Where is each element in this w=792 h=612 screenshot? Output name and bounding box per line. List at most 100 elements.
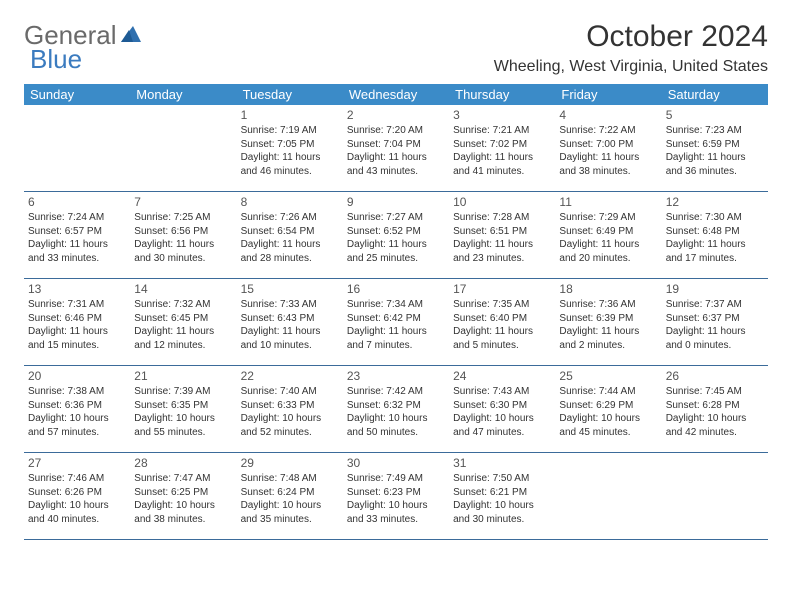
sunrise-line: Sunrise: 7:44 AM	[559, 385, 657, 399]
day-number: 2	[347, 107, 445, 123]
day-cell: 18Sunrise: 7:36 AMSunset: 6:39 PMDayligh…	[555, 279, 661, 365]
day-cell: 28Sunrise: 7:47 AMSunset: 6:25 PMDayligh…	[130, 453, 236, 539]
dow-cell: Sunday	[24, 84, 130, 105]
empty-cell	[662, 453, 768, 539]
day-number: 21	[134, 368, 232, 384]
day-cell: 5Sunrise: 7:23 AMSunset: 6:59 PMDaylight…	[662, 105, 768, 191]
sunset-line: Sunset: 6:33 PM	[241, 399, 339, 413]
sunset-line: Sunset: 6:35 PM	[134, 399, 232, 413]
sunrise-line: Sunrise: 7:20 AM	[347, 124, 445, 138]
day-cell: 13Sunrise: 7:31 AMSunset: 6:46 PMDayligh…	[24, 279, 130, 365]
day-cell: 16Sunrise: 7:34 AMSunset: 6:42 PMDayligh…	[343, 279, 449, 365]
sunset-line: Sunset: 6:37 PM	[666, 312, 764, 326]
day-number: 31	[453, 455, 551, 471]
sunset-line: Sunset: 6:42 PM	[347, 312, 445, 326]
sunrise-line: Sunrise: 7:46 AM	[28, 472, 126, 486]
empty-cell	[555, 453, 661, 539]
day-cell: 25Sunrise: 7:44 AMSunset: 6:29 PMDayligh…	[555, 366, 661, 452]
day-cell: 17Sunrise: 7:35 AMSunset: 6:40 PMDayligh…	[449, 279, 555, 365]
day-number: 3	[453, 107, 551, 123]
day-cell: 4Sunrise: 7:22 AMSunset: 7:00 PMDaylight…	[555, 105, 661, 191]
day-cell: 19Sunrise: 7:37 AMSunset: 6:37 PMDayligh…	[662, 279, 768, 365]
day-number: 28	[134, 455, 232, 471]
sunset-line: Sunset: 6:52 PM	[347, 225, 445, 239]
sunrise-line: Sunrise: 7:32 AM	[134, 298, 232, 312]
daylight-line: Daylight: 11 hours and 46 minutes.	[241, 151, 339, 178]
daylight-line: Daylight: 11 hours and 0 minutes.	[666, 325, 764, 352]
sunrise-line: Sunrise: 7:19 AM	[241, 124, 339, 138]
day-cell: 10Sunrise: 7:28 AMSunset: 6:51 PMDayligh…	[449, 192, 555, 278]
week-row: 1Sunrise: 7:19 AMSunset: 7:05 PMDaylight…	[24, 105, 768, 192]
sunset-line: Sunset: 6:36 PM	[28, 399, 126, 413]
daylight-line: Daylight: 10 hours and 30 minutes.	[453, 499, 551, 526]
sunset-line: Sunset: 6:59 PM	[666, 138, 764, 152]
sunrise-line: Sunrise: 7:35 AM	[453, 298, 551, 312]
daylight-line: Daylight: 10 hours and 40 minutes.	[28, 499, 126, 526]
dow-cell: Wednesday	[343, 84, 449, 105]
day-number: 19	[666, 281, 764, 297]
week-row: 6Sunrise: 7:24 AMSunset: 6:57 PM Daylight…	[24, 192, 768, 279]
daylight-line: Daylight: 11 hours and 38 minutes.	[559, 151, 657, 178]
empty-cell	[130, 105, 236, 191]
sunset-line: Sunset: 6:57 PM	[28, 225, 126, 239]
day-cell: 29Sunrise: 7:48 AMSunset: 6:24 PMDayligh…	[237, 453, 343, 539]
sunrise-line: Sunrise: 7:42 AM	[347, 385, 445, 399]
day-cell: 22Sunrise: 7:40 AMSunset: 6:33 PMDayligh…	[237, 366, 343, 452]
day-cell: 11Sunrise: 7:29 AMSunset: 6:49 PMDayligh…	[555, 192, 661, 278]
daylight-line: Daylight: 10 hours and 57 minutes.	[28, 412, 126, 439]
daylight-line: Daylight: 11 hours and 43 minutes.	[347, 151, 445, 178]
sunrise-line: Sunrise: 7:39 AM	[134, 385, 232, 399]
day-number: 25	[559, 368, 657, 384]
sunset-line: Sunset: 6:30 PM	[453, 399, 551, 413]
day-number: 9	[347, 194, 445, 210]
week-row: 27Sunrise: 7:46 AMSunset: 6:26 PMDayligh…	[24, 453, 768, 540]
day-number: 29	[241, 455, 339, 471]
daylight-line: Daylight: 11 hours and 17 minutes.	[666, 238, 764, 265]
daylight-line: Daylight: 10 hours and 55 minutes.	[134, 412, 232, 439]
daylight-line: Daylight: 11 hours and 28 minutes.	[241, 238, 339, 265]
dow-cell: Saturday	[662, 84, 768, 105]
daylight-line: Daylight: 11 hours and 23 minutes.	[453, 238, 551, 265]
sunset-line: Sunset: 6:26 PM	[28, 486, 126, 500]
day-cell: 15Sunrise: 7:33 AMSunset: 6:43 PMDayligh…	[237, 279, 343, 365]
daylight-line: Daylight: 11 hours and 10 minutes.	[241, 325, 339, 352]
sunrise-line: Sunrise: 7:24 AM	[28, 211, 126, 225]
day-cell: 3Sunrise: 7:21 AMSunset: 7:02 PMDaylight…	[449, 105, 555, 191]
sunset-line: Sunset: 6:24 PM	[241, 486, 339, 500]
sunrise-line: Sunrise: 7:49 AM	[347, 472, 445, 486]
day-number: 16	[347, 281, 445, 297]
day-number: 24	[453, 368, 551, 384]
day-number: 6	[28, 194, 126, 210]
day-number: 1	[241, 107, 339, 123]
day-number: 18	[559, 281, 657, 297]
daylight-line: Daylight: 11 hours and 2 minutes.	[559, 325, 657, 352]
week-row: 20Sunrise: 7:38 AMSunset: 6:36 PMDayligh…	[24, 366, 768, 453]
daylight-line: Daylight: 11 hours and 41 minutes.	[453, 151, 551, 178]
sunset-line: Sunset: 6:46 PM	[28, 312, 126, 326]
daylight-line: Daylight: 11 hours and 12 minutes.	[134, 325, 232, 352]
sunrise-line: Sunrise: 7:23 AM	[666, 124, 764, 138]
sunrise-line: Sunrise: 7:27 AM	[347, 211, 445, 225]
day-cell: 1Sunrise: 7:19 AMSunset: 7:05 PMDaylight…	[237, 105, 343, 191]
daylight-line: Daylight: 11 hours and 7 minutes.	[347, 325, 445, 352]
sunset-line: Sunset: 6:21 PM	[453, 486, 551, 500]
sunrise-line: Sunrise: 7:33 AM	[241, 298, 339, 312]
sunset-line: Sunset: 6:56 PM	[134, 225, 232, 239]
sunrise-line: Sunrise: 7:34 AM	[347, 298, 445, 312]
daylight-line: Daylight: 11 hours and 30 minutes.	[134, 238, 232, 265]
daylight-line: Daylight: 10 hours and 52 minutes.	[241, 412, 339, 439]
sunrise-line: Sunrise: 7:43 AM	[453, 385, 551, 399]
day-number: 10	[453, 194, 551, 210]
sunset-line: Sunset: 6:51 PM	[453, 225, 551, 239]
daylight-line: Daylight: 10 hours and 47 minutes.	[453, 412, 551, 439]
sunrise-line: Sunrise: 7:50 AM	[453, 472, 551, 486]
day-number: 11	[559, 194, 657, 210]
sunset-line: Sunset: 6:25 PM	[134, 486, 232, 500]
day-number: 20	[28, 368, 126, 384]
day-number: 12	[666, 194, 764, 210]
dow-cell: Friday	[555, 84, 661, 105]
daylight-line: Daylight: 10 hours and 45 minutes.	[559, 412, 657, 439]
sunrise-line: Sunrise: 7:29 AM	[559, 211, 657, 225]
day-cell: 31Sunrise: 7:50 AMSunset: 6:21 PMDayligh…	[449, 453, 555, 539]
logo-sail-icon	[119, 24, 143, 44]
